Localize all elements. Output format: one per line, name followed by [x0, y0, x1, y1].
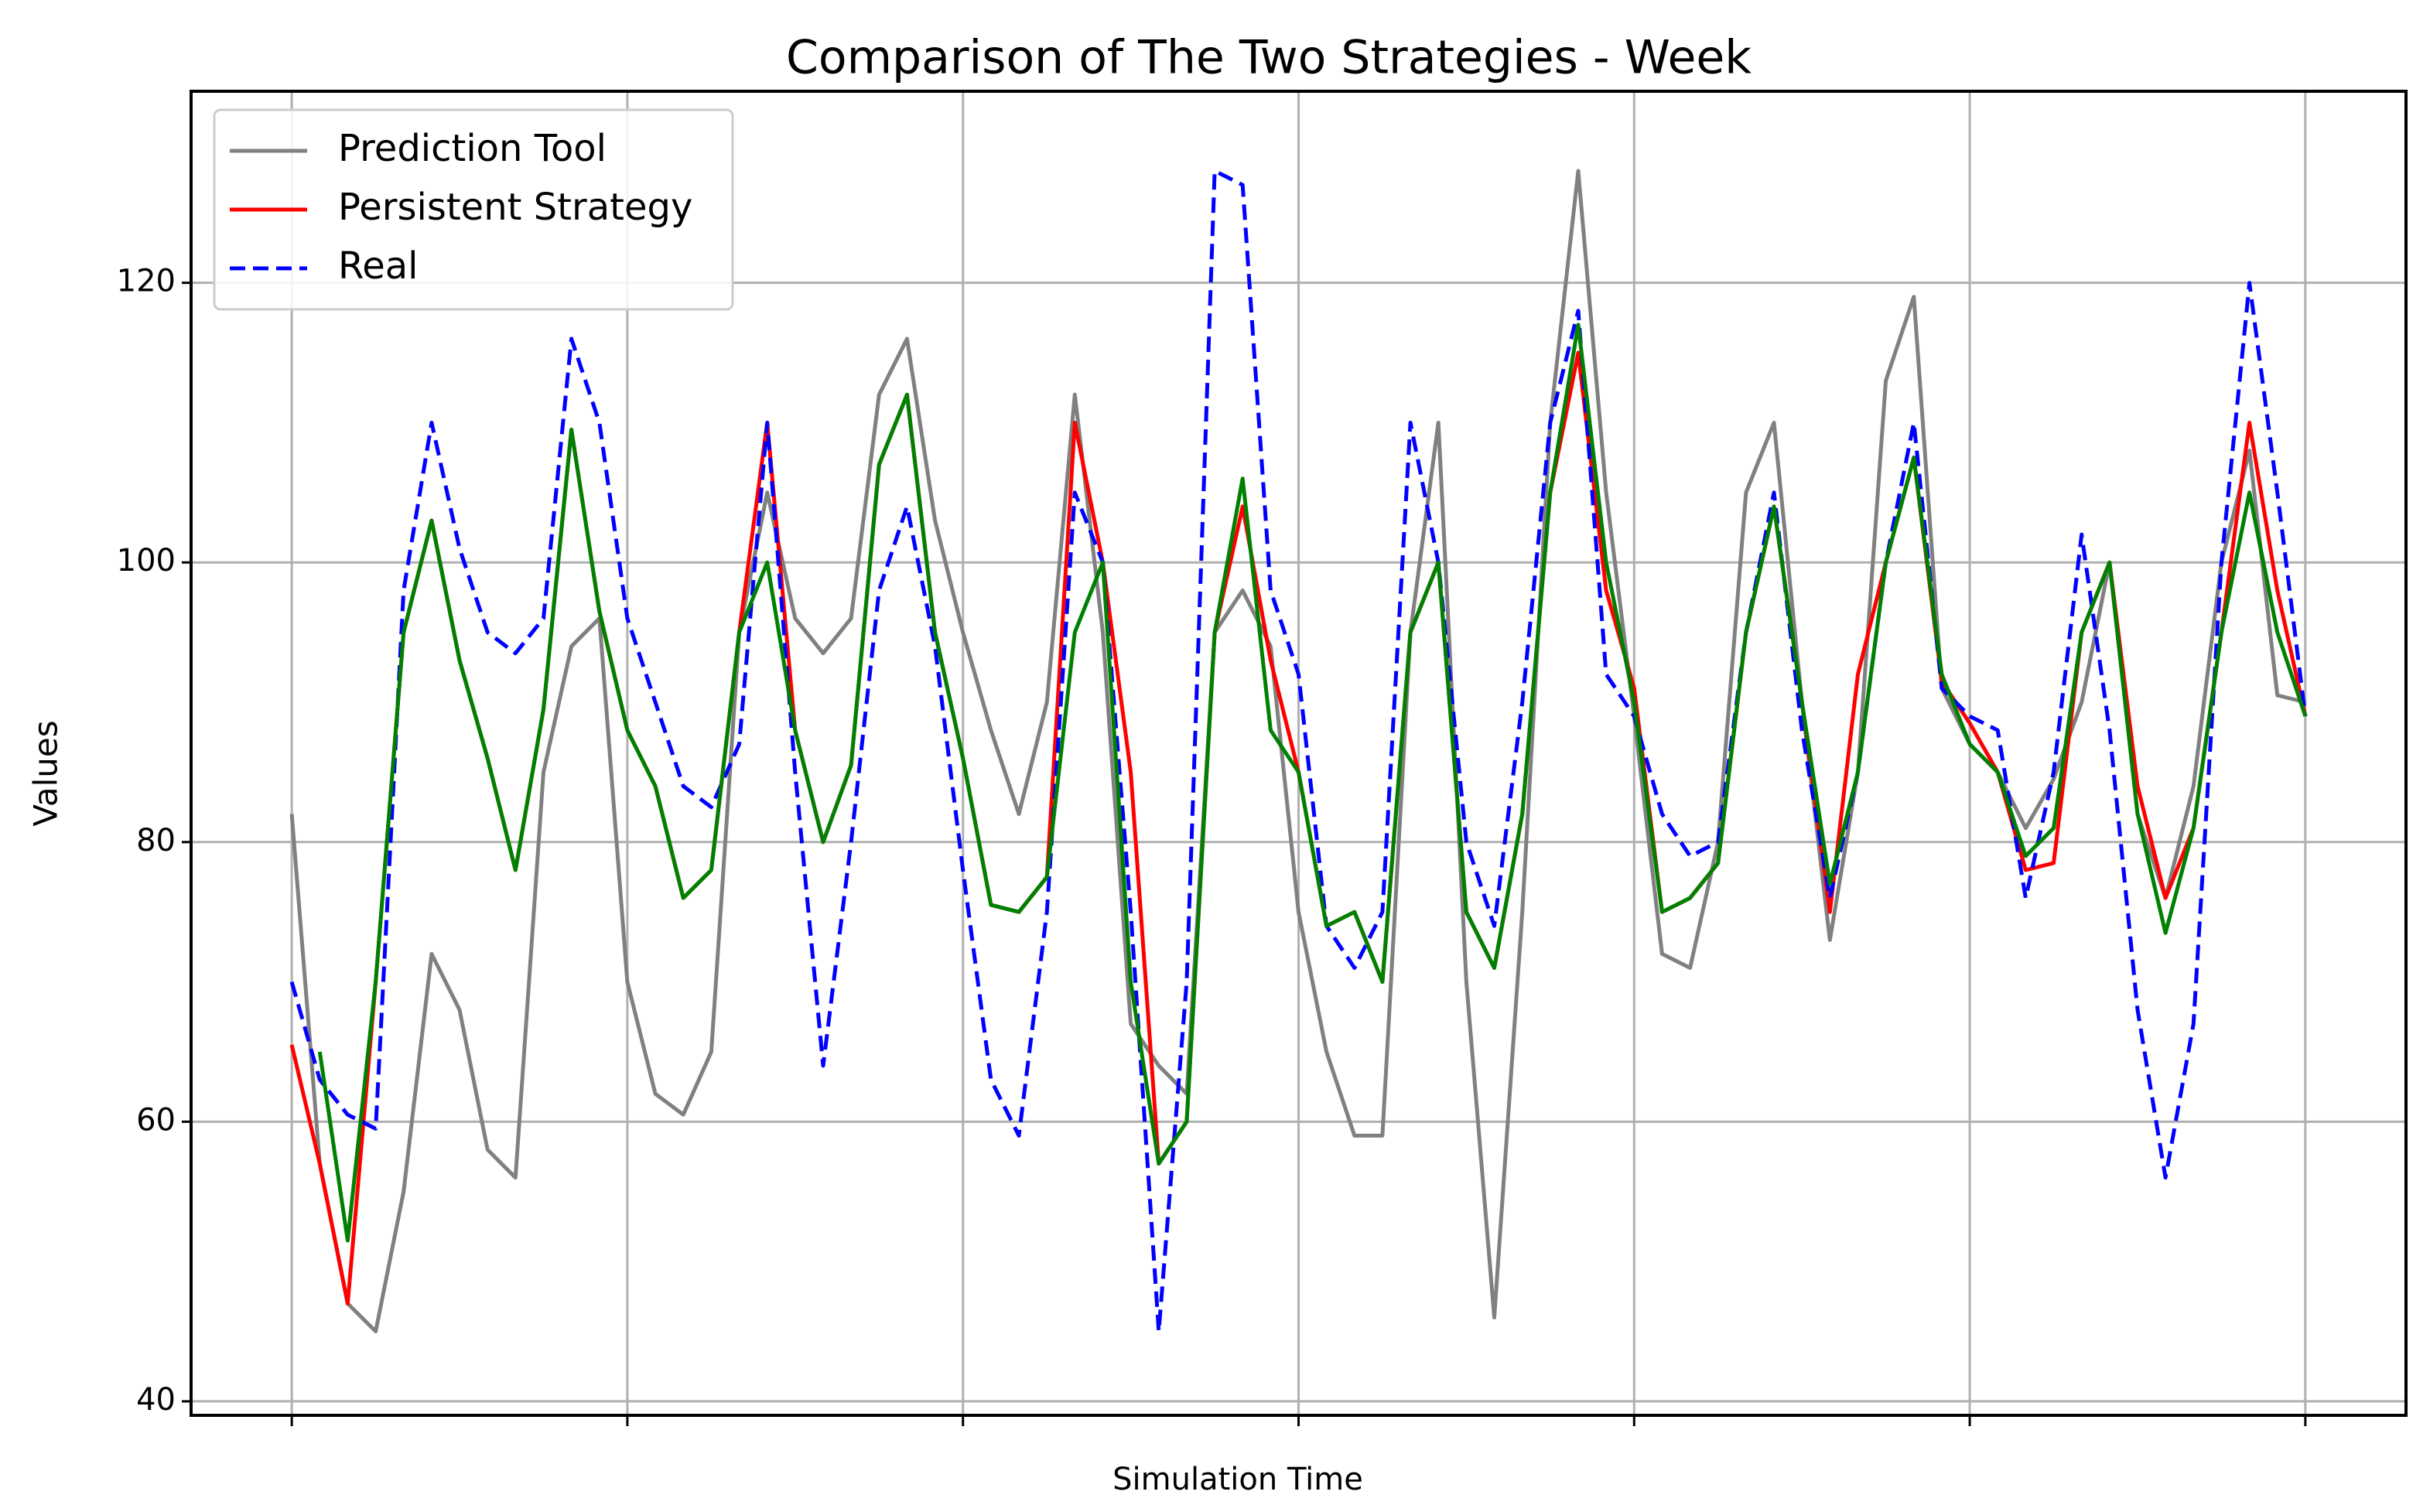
legend-label: Real: [338, 244, 418, 288]
plot-frame: [190, 90, 2408, 1417]
y-axis-label: Values: [27, 720, 65, 826]
y-tick-label: 60: [136, 1102, 176, 1138]
legend-label: Persistent Strategy: [338, 186, 692, 229]
y-tick-label: 40: [136, 1382, 176, 1418]
legend-box: [213, 108, 734, 311]
y-tick-label: 120: [117, 264, 176, 299]
x-axis-label: Simulation Time: [1112, 1462, 1363, 1497]
series-line: [289, 169, 2308, 1333]
series-line: [317, 323, 2308, 1243]
y-tick-label: 80: [136, 823, 176, 858]
y-tick-label: 100: [117, 543, 176, 579]
chart-title: Comparison of The Two Strategies - Week: [786, 31, 1752, 85]
legend-label: Prediction Tool: [338, 127, 607, 170]
legend: Prediction Tool Persistent Strategy Real: [213, 108, 734, 311]
